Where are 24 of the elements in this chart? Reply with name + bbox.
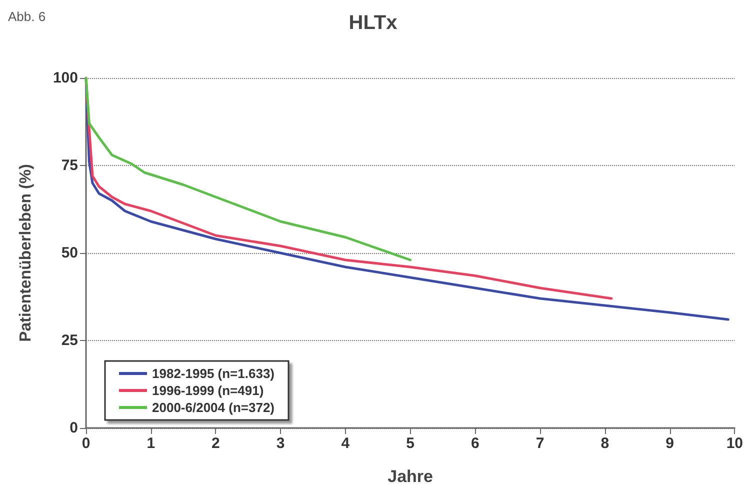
y-axis-title: Patientenüberleben (%) bbox=[18, 164, 34, 342]
x-axis-title: Jahre bbox=[388, 467, 434, 486]
y-tick-label: 25 bbox=[61, 332, 78, 349]
caption: Abb. 6 bbox=[8, 9, 46, 24]
x-tick-label: 8 bbox=[600, 435, 610, 452]
x-tick-label: 1 bbox=[146, 435, 156, 452]
x-tick-label: 4 bbox=[341, 435, 350, 452]
chart-title: HLTx bbox=[348, 12, 398, 34]
x-tick-label: 0 bbox=[82, 435, 90, 452]
line-series bbox=[84, 76, 412, 262]
x-tick-label: 9 bbox=[666, 435, 674, 452]
y-tick-label: 0 bbox=[70, 420, 78, 436]
legend-label: 1982-1995 (n=1.633) bbox=[152, 366, 275, 381]
x-tick-label: 6 bbox=[471, 435, 480, 452]
y-tick-label: 50 bbox=[61, 244, 78, 262]
x-tick-label: 5 bbox=[406, 435, 414, 452]
x-tick-label: 2 bbox=[212, 435, 220, 452]
x-tick-label: 10 bbox=[726, 435, 743, 452]
legend-label: 1996-1999 (n=491) bbox=[152, 383, 264, 398]
x-tick-label: 7 bbox=[536, 435, 544, 452]
y-tick-label: 100 bbox=[52, 70, 78, 86]
y-tick-label: 75 bbox=[61, 157, 78, 174]
legend-label: 2000-6/2004 (n=372) bbox=[152, 400, 275, 415]
x-tick-label: 3 bbox=[276, 435, 285, 452]
